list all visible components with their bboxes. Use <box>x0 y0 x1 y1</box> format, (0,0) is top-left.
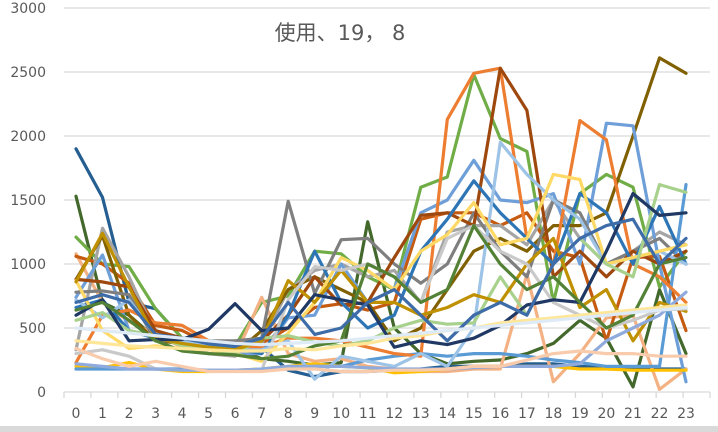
y-tick-label: 3000 <box>10 1 46 17</box>
x-tick-label: 10 <box>332 406 350 422</box>
bottom-border <box>0 426 718 432</box>
series-line-s21 <box>74 290 688 372</box>
x-tick-label: 23 <box>677 406 695 422</box>
series-line-s5 <box>74 211 688 352</box>
series-line-s25 <box>74 303 688 353</box>
x-tick-label: 20 <box>598 406 616 422</box>
x-tick-label: 14 <box>438 406 456 422</box>
y-tick-label: 1000 <box>10 257 46 273</box>
x-tick-label: 18 <box>544 406 562 422</box>
x-tick-label: 12 <box>385 406 403 422</box>
x-tick-label: 5 <box>204 406 213 422</box>
x-tick-label: 4 <box>178 406 187 422</box>
series-line-s26 <box>74 305 688 347</box>
x-tick-label: 7 <box>257 406 266 422</box>
series-lines <box>74 56 688 391</box>
x-tick-label: 16 <box>491 406 509 422</box>
x-tick-label: 15 <box>465 406 483 422</box>
series-line-s20 <box>74 192 688 349</box>
x-tick-label: 9 <box>310 406 319 422</box>
series-line-s17 <box>74 183 688 356</box>
x-axis: 0 1 2 3 4 5 6 7 8 9 10 11 12 13 14 15 16 17 18 19 20 21 22 23 <box>63 392 711 422</box>
series-line-s12 <box>74 66 688 365</box>
x-tick-label: 11 <box>359 406 377 422</box>
x-tick-label: 2 <box>125 406 134 422</box>
x-tick-label: 3 <box>151 406 160 422</box>
x-tick-label: 6 <box>231 406 240 422</box>
x-tick-label: 13 <box>412 406 430 422</box>
series-line-s23 <box>74 346 688 374</box>
x-tick-label: 17 <box>518 406 536 422</box>
x-tick-label: 1 <box>98 406 107 422</box>
y-tick-label: 500 <box>19 321 46 337</box>
x-tick-label: 0 <box>72 406 81 422</box>
x-tick-label: 22 <box>651 406 669 422</box>
y-tick-label: 2500 <box>10 65 46 81</box>
x-tick-label: 19 <box>571 406 589 422</box>
y-tick-label: 0 <box>37 385 46 401</box>
chart-title: 使用、19， 8 <box>275 21 406 45</box>
x-tick-label: 21 <box>624 406 642 422</box>
y-tick-label: 1500 <box>10 193 46 209</box>
y-axis: 0 500 1000 1500 2000 2500 3000 <box>10 1 46 401</box>
y-tick-label: 2000 <box>10 129 46 145</box>
x-tick-label: 8 <box>284 406 293 422</box>
